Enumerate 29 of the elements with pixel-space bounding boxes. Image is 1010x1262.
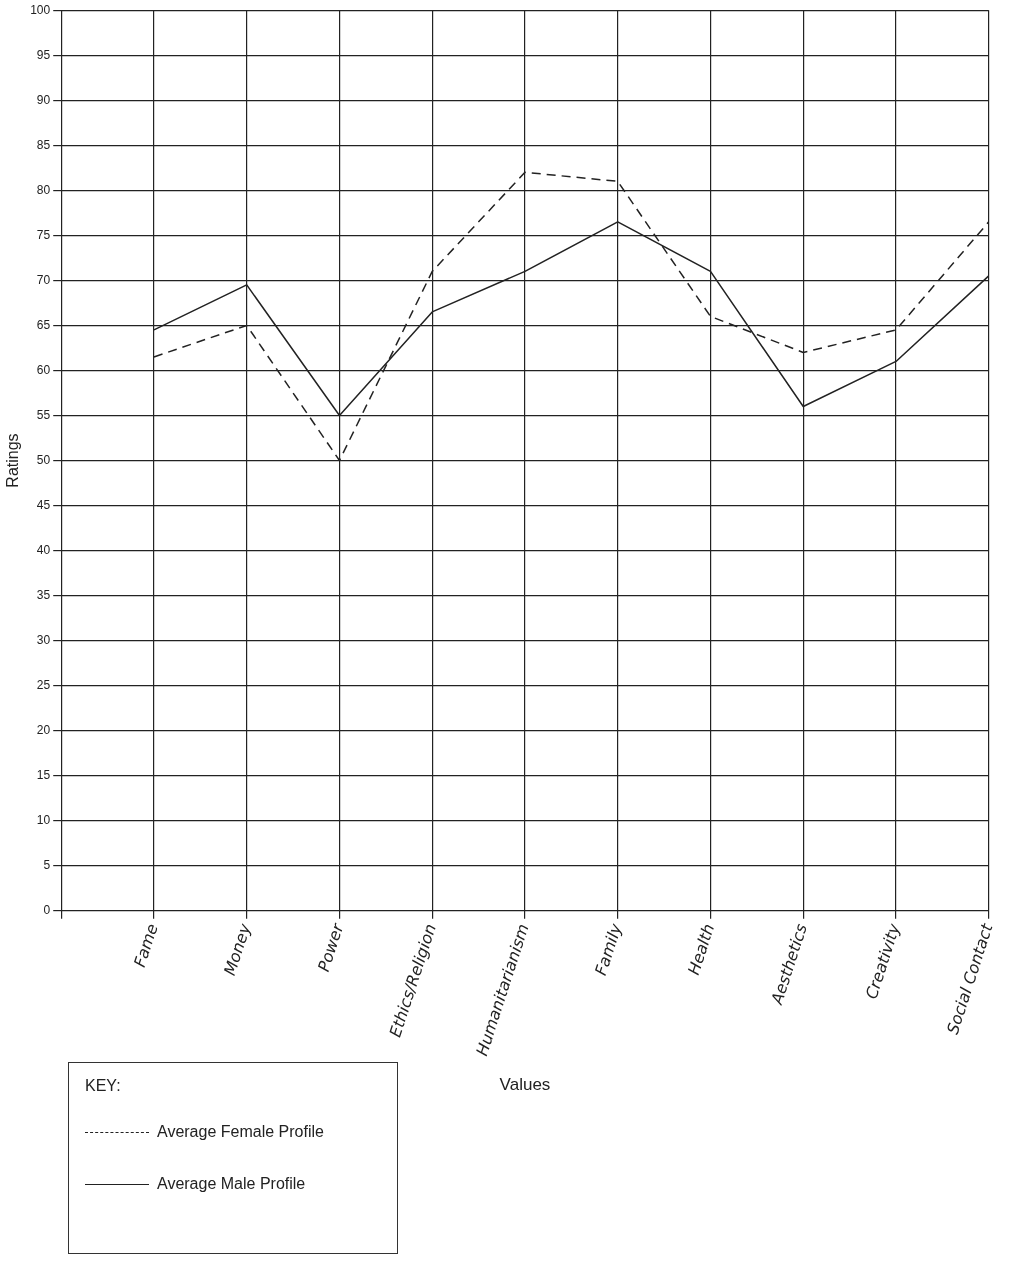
- y-tick-label: 50: [36, 452, 51, 467]
- y-tick-label: 60: [36, 362, 51, 377]
- x-tick-label: Health: [683, 921, 719, 978]
- legend-label: Average Male Profile: [157, 1175, 306, 1193]
- y-tick-label: 30: [36, 632, 51, 647]
- x-tick-label: Fame: [129, 921, 162, 970]
- y-tick-label: 20: [36, 723, 51, 738]
- y-tick-label: 5: [43, 858, 51, 873]
- y-tick-label: 25: [36, 677, 51, 692]
- y-tick-label: 10: [36, 813, 51, 828]
- y-tick-label: 90: [36, 92, 51, 107]
- x-tick-label: Power: [314, 920, 348, 974]
- y-tick-label: 75: [36, 227, 51, 242]
- y-tick-label: 40: [36, 542, 51, 557]
- y-tick-label: 85: [36, 137, 51, 152]
- legend-label: Average Female Profile: [157, 1123, 324, 1141]
- y-tick-label: 15: [36, 768, 51, 783]
- y-tick-label: 0: [43, 903, 51, 918]
- y-tick-label: 100: [30, 2, 51, 17]
- y-tick-label: 95: [36, 47, 51, 62]
- y-axis-title: Ratings: [4, 433, 22, 488]
- y-tick-label: 35: [36, 587, 51, 602]
- y-tick-label: 65: [36, 317, 51, 332]
- y-tick-label: 70: [36, 272, 51, 287]
- x-axis-title: Values: [499, 1075, 551, 1095]
- y-tick-label: 45: [36, 497, 51, 512]
- y-tick-label: 80: [36, 182, 51, 197]
- y-tick-label: 55: [36, 407, 51, 422]
- legend-title: KEY:: [85, 1077, 122, 1095]
